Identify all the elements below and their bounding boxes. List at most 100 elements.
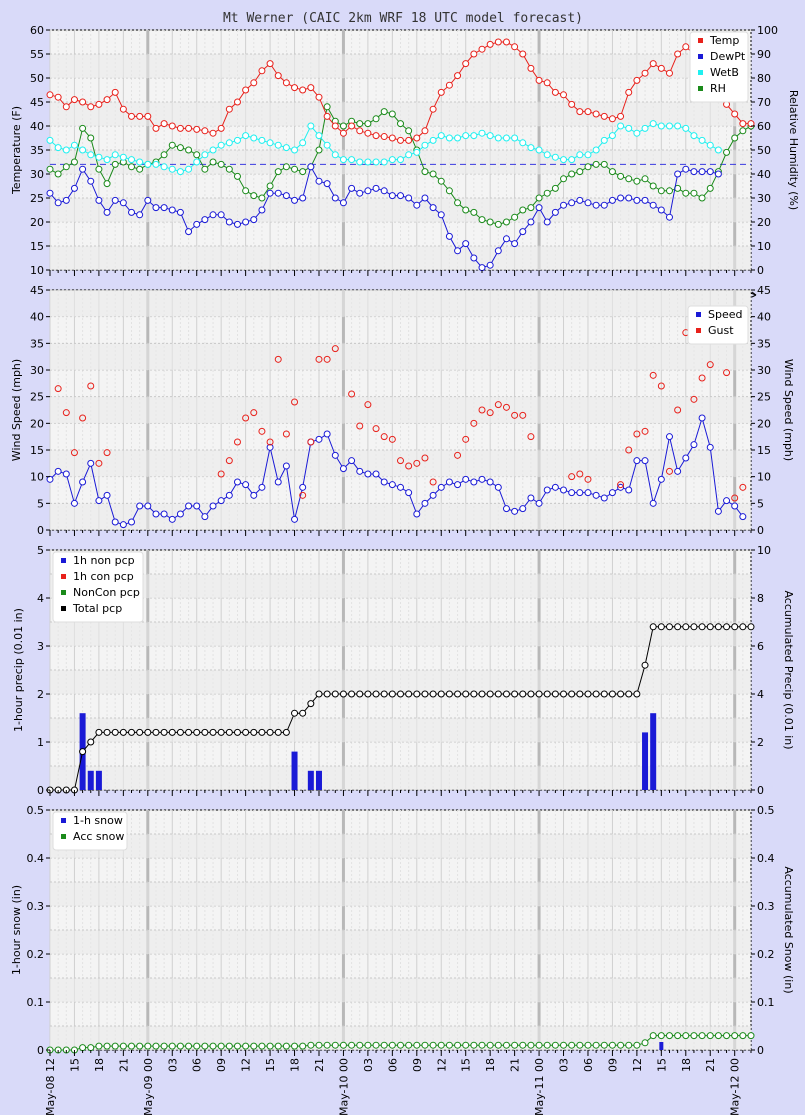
wind-gust-point (698, 374, 706, 382)
precip-ytick-label: 5 (37, 544, 44, 557)
temp-point (608, 115, 616, 123)
dewpoint-point (421, 194, 429, 202)
precip-acc-ytick-label: 8 (757, 592, 764, 605)
precip-acc-ytick-label: 2 (757, 736, 764, 749)
wind-gust-point (331, 345, 339, 353)
acc-snow-point (209, 1042, 217, 1050)
total-precip-point (502, 690, 510, 698)
total-precip-point (454, 690, 462, 698)
wetbulb-point (478, 129, 486, 137)
dewpoint-point (600, 201, 608, 209)
dewpoint-point (144, 196, 152, 204)
wind-gust-point (282, 430, 290, 438)
temp-point (242, 86, 250, 94)
wind-speed-point (185, 502, 193, 510)
rh-point (494, 220, 502, 228)
wind-right-ytick-label: 40 (757, 311, 771, 324)
snow-panel: 0 0.1 0.2 0.3 0.4 0.5 0 0.1 0.2 0.3 0.4 0.5 1-h snow… (27, 804, 775, 1057)
total-precip-point (657, 623, 665, 631)
snow-ytick-label: 0.2 (27, 948, 45, 961)
total-precip-point (478, 690, 486, 698)
precip-panel: 0 1 2 3 4 5 0 2 4 6 8 10 1h non pcp 1h con pcp NonCon … (37, 544, 771, 797)
total-precip-point (103, 728, 111, 736)
time-tick-label: 03 (558, 1058, 571, 1072)
wetbulb-point (323, 141, 331, 149)
temperature-legend (689, 31, 749, 103)
rh-point (421, 168, 429, 176)
temp-point (454, 72, 462, 80)
temp-point (291, 84, 299, 92)
rh-point (193, 151, 201, 159)
snow-ytick-label: 0.3 (27, 900, 45, 913)
total-precip-point (79, 748, 87, 756)
temperature-legend-label: RH (710, 82, 726, 95)
wetbulb-point (225, 139, 233, 147)
acc-snow-point (372, 1041, 380, 1049)
wind-speed-point (128, 518, 136, 526)
wind-speed-point (250, 491, 258, 499)
dewpoint-point (486, 261, 494, 269)
temp-point (364, 129, 372, 137)
temp-point (649, 60, 657, 68)
wind-gust-point (95, 459, 103, 467)
wetbulb-point (364, 158, 372, 166)
wind-speed-point (136, 502, 144, 510)
wind-speed-point (527, 494, 535, 502)
snow-acc-ytick-label: 0.4 (757, 852, 775, 865)
temperature-ytick-label: 25 (30, 192, 44, 205)
precip-ytick-label: 4 (37, 592, 44, 605)
wetbulb-point (168, 165, 176, 173)
temp-point (462, 60, 470, 68)
acc-snow-point (527, 1041, 535, 1049)
wetbulb-point (111, 151, 119, 159)
wetbulb-point (233, 136, 241, 144)
wind-gust-point (380, 433, 388, 441)
dewpoint-point (494, 247, 502, 255)
dewpoint-point (193, 220, 201, 228)
total-precip-point (576, 690, 584, 698)
rh-point (478, 216, 486, 224)
wind-speed-point (429, 491, 437, 499)
wind-speed-point (168, 515, 176, 523)
acc-snow-point (397, 1041, 404, 1049)
temp-point (209, 129, 217, 137)
wetbulb-point (625, 124, 633, 132)
total-precip-point (633, 690, 641, 698)
wind-speed-point (551, 483, 559, 491)
temp-point (111, 88, 119, 96)
acc-snow-point (511, 1041, 519, 1049)
total-precip-point (323, 690, 331, 698)
snow-ylabel-right: Accumulated Snow (in) (782, 866, 795, 993)
wind-right-ytick-label: 10 (757, 471, 771, 484)
dewpoint-point (356, 189, 364, 197)
acc-snow-point (682, 1032, 690, 1040)
total-precip-point (649, 623, 657, 631)
rh-point (46, 165, 54, 173)
dewpoint-point (160, 204, 168, 212)
wind-gust-point (527, 433, 535, 441)
wetbulb-point (470, 132, 478, 140)
wind-gust-point (494, 401, 502, 409)
wind-speed-point (706, 443, 714, 451)
rh-point (682, 189, 690, 197)
temp-point (674, 50, 682, 58)
wind-speed-point (62, 470, 70, 478)
rh-point (372, 115, 380, 123)
dewpoint-point (388, 192, 396, 200)
precip-legend-swatch (61, 574, 66, 579)
dewpoint-point (470, 254, 478, 262)
dewpoint-point (348, 184, 356, 192)
acc-snow-point (445, 1041, 453, 1049)
wind-gust-point (250, 409, 258, 417)
total-precip-point (665, 623, 673, 631)
acc-snow-point (136, 1042, 144, 1050)
rh-point (617, 172, 625, 180)
acc-snow-point (274, 1042, 282, 1050)
wind-speed-point (454, 481, 462, 489)
precip-acc-ytick-label: 6 (757, 640, 764, 653)
rh-point (70, 158, 78, 166)
rh-point (706, 184, 714, 192)
total-precip-point (160, 728, 168, 736)
total-precip-point (674, 623, 682, 631)
dewpoint-point (592, 201, 600, 209)
